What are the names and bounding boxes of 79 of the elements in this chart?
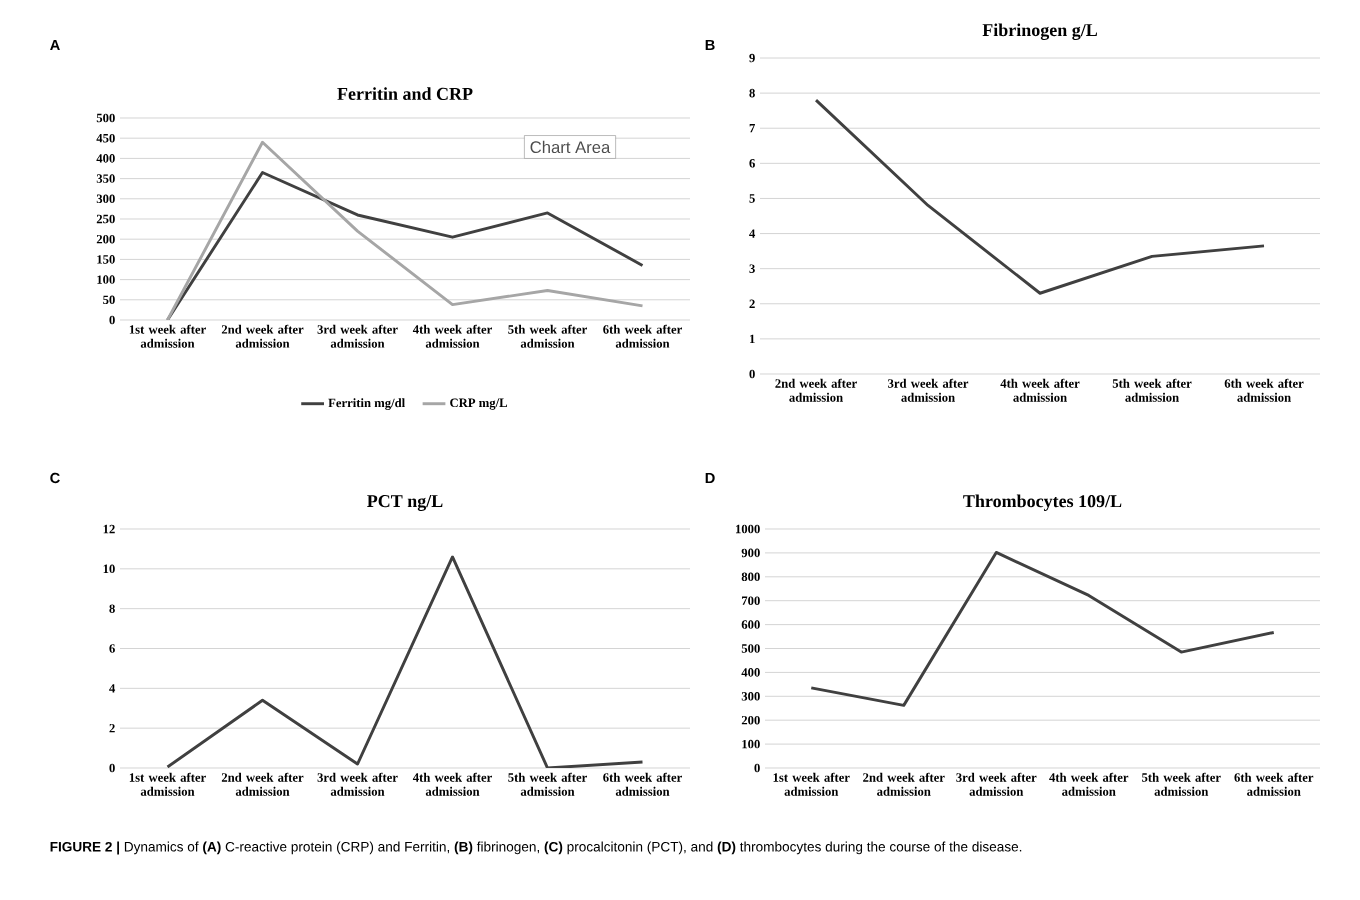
y-tick-label: 8 [109, 604, 115, 613]
y-tick-label: 2 [109, 723, 115, 733]
x-tick-label: 2nd week after admission [221, 772, 304, 796]
y-tick-label: 2 [749, 299, 755, 308]
text: D [705, 472, 715, 484]
text: A [50, 39, 60, 51]
y-tick-label: 10 [103, 564, 115, 574]
y-tick-label: 0 [754, 763, 760, 773]
y-tick-label: 200 [741, 715, 760, 725]
x-tick-label: 6th week after admission [1224, 378, 1304, 402]
text: C [50, 472, 60, 484]
x-tick-label: 4th week after admission [412, 324, 492, 348]
y-tick-label: 4 [749, 229, 756, 238]
y-tick-label: 900 [741, 548, 760, 558]
y-tick-label: 300 [96, 194, 115, 204]
x-tick-label: 6th week after admission [603, 772, 682, 796]
y-tick-label: 12 [103, 524, 115, 534]
x-tick-label: 1st week after admission [129, 772, 206, 796]
y-tick-label: 300 [741, 692, 760, 701]
y-tick-label: 0 [749, 369, 755, 379]
x-tick-label: 6th week after admission [1234, 772, 1314, 796]
line-series [814, 98, 1266, 295]
x-tick-label: 2nd week after admission [775, 378, 857, 402]
line-series [166, 171, 644, 320]
x-tick-label: 3rd week after admission [888, 378, 969, 402]
x-tick-label: 5th week after admission [508, 772, 587, 796]
y-tick-label: 400 [96, 154, 115, 163]
y-tick-label: 9 [749, 53, 755, 63]
y-tick-label: 0 [109, 315, 115, 325]
y-tick-label: 8 [749, 88, 755, 98]
x-tick-label: 3rd week after admission [317, 324, 398, 348]
y-tick-label: 150 [97, 255, 115, 264]
line-series [809, 550, 1276, 707]
line-series [166, 555, 644, 768]
x-tick-label: 4th week after admission [1000, 378, 1080, 402]
text: B [705, 39, 715, 51]
y-tick-label: 6 [109, 644, 115, 653]
y-tick-label: 5 [749, 194, 755, 203]
y-tick-label: 500 [96, 113, 115, 123]
chart-title: Thrombocytes 109/L [963, 494, 1122, 511]
y-tick-label: 6 [749, 159, 755, 168]
y-tick-label: 1 [749, 334, 755, 344]
legend-label: Ferritin mg/dl [328, 398, 405, 410]
chart-title: Ferritin and CRP [337, 87, 473, 100]
y-tick-label: 100 [97, 275, 115, 284]
x-tick-label: 1st week after admission [129, 324, 206, 348]
annotation: Chart Area [530, 140, 611, 154]
y-tick-label: 600 [741, 620, 760, 629]
x-tick-label: 5th week after admission [508, 324, 587, 348]
y-tick-label: 100 [742, 739, 760, 749]
x-tick-label: 2nd week after admission [221, 324, 304, 348]
x-tick-label: 2nd week after admission [863, 772, 945, 796]
y-tick-label: 800 [741, 572, 760, 582]
y-tick-label: 350 [96, 174, 115, 183]
y-tick-label: 250 [96, 214, 115, 224]
y-tick-label: 0 [109, 763, 115, 773]
x-tick-label: 1st week after admission [773, 772, 850, 796]
line-series [166, 140, 644, 320]
text: FIGURE 2 | Dynamics of (A) C-reactive protein (CRP) and Ferritin, (B) fibrinogen, (C) procalcitonin (PCT), and (D) thrombocytes during the course of the disease. [50, 841, 1022, 855]
y-tick-label: 3 [749, 264, 755, 273]
x-tick-label: 6th week after admission [603, 324, 682, 348]
y-tick-label: 4 [109, 684, 116, 693]
legend-label: CRP mg/L [450, 398, 508, 410]
x-tick-label: 5th week after admission [1112, 378, 1192, 402]
x-tick-label: 3rd week after admission [956, 772, 1037, 796]
x-tick-label: 4th week after admission [412, 772, 492, 796]
y-tick-label: 50 [103, 295, 115, 305]
chart-title: Fibrinogen g/L [982, 23, 1097, 40]
x-tick-label: 5th week after admission [1142, 772, 1221, 796]
x-tick-label: 3rd week after admission [317, 772, 398, 796]
y-tick-label: 450 [96, 133, 115, 143]
y-tick-label: 1000 [735, 524, 760, 534]
chart-title: PCT ng/L [367, 495, 443, 511]
y-tick-label: 200 [96, 234, 115, 244]
x-tick-label: 4th week after admission [1049, 772, 1129, 796]
y-tick-label: 400 [741, 668, 760, 677]
y-tick-label: 500 [741, 644, 760, 653]
y-tick-label: 700 [742, 596, 760, 605]
y-tick-label: 7 [749, 124, 755, 133]
